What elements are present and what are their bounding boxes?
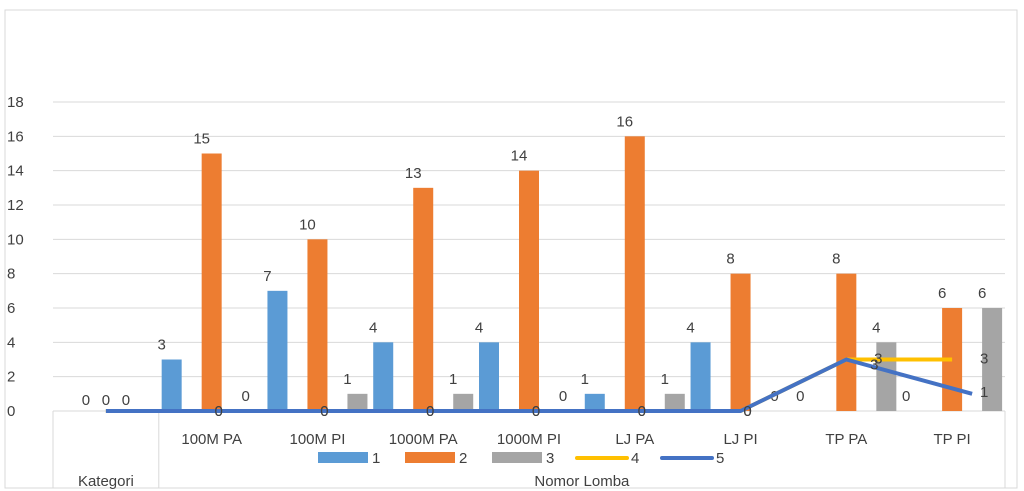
data-label: 3 xyxy=(980,351,988,368)
legend-label: 4 xyxy=(631,450,639,467)
data-label: 0 xyxy=(796,388,804,405)
bar xyxy=(453,393,474,411)
bar xyxy=(584,393,605,411)
data-label: 13 xyxy=(405,165,422,182)
category-group-label: Nomor Lomba xyxy=(534,473,630,490)
bar xyxy=(413,187,434,411)
legend-label: 5 xyxy=(716,450,724,467)
y-tick-label: 0 xyxy=(7,403,15,420)
y-tick-label: 10 xyxy=(7,231,24,248)
data-label: 1 xyxy=(449,371,457,388)
y-tick-label: 18 xyxy=(7,94,24,111)
x-tick-label: TP PA xyxy=(825,431,867,448)
data-label: 4 xyxy=(872,319,880,336)
bar xyxy=(201,153,222,411)
y-tick-label: 4 xyxy=(7,334,15,351)
data-label: 0 xyxy=(102,392,110,409)
bar xyxy=(982,308,1003,411)
data-label: 1 xyxy=(581,371,589,388)
data-label: 1 xyxy=(980,384,988,401)
data-label: 6 xyxy=(978,285,986,302)
y-tick-label: 12 xyxy=(7,197,24,214)
legend-label: 3 xyxy=(546,450,554,467)
bar xyxy=(730,273,751,411)
bar xyxy=(836,273,857,411)
legend-swatch xyxy=(492,452,542,463)
legend-label: 2 xyxy=(459,450,467,467)
data-label: 15 xyxy=(193,131,210,148)
data-label: 1 xyxy=(661,371,669,388)
data-label: 0 xyxy=(532,403,540,420)
data-label: 8 xyxy=(726,251,734,268)
data-label: 16 xyxy=(616,113,633,130)
data-label: 6 xyxy=(938,285,946,302)
chart-border xyxy=(4,9,1018,489)
bar xyxy=(161,359,182,411)
data-label: 4 xyxy=(369,319,377,336)
data-label: 0 xyxy=(122,392,130,409)
data-label: 0 xyxy=(743,403,751,420)
x-tick-label: TP PI xyxy=(933,431,970,448)
data-label: 0 xyxy=(743,403,751,420)
y-tick-label: 2 xyxy=(7,369,15,386)
data-label: 1 xyxy=(343,371,351,388)
bar xyxy=(519,170,539,411)
series-line xyxy=(105,357,973,413)
x-tick-label: 1000M PI xyxy=(497,431,561,448)
category-group-label: Kategori xyxy=(78,473,134,490)
bar xyxy=(307,239,328,411)
y-tick-label: 6 xyxy=(7,300,15,317)
bar xyxy=(267,290,288,411)
x-tick-label: LJ PI xyxy=(723,431,757,448)
bar xyxy=(373,342,394,411)
data-label: 0 xyxy=(214,403,222,420)
data-label: 3 xyxy=(870,357,878,374)
y-tick-label: 16 xyxy=(7,128,24,145)
y-tick-label: 8 xyxy=(7,266,15,283)
data-label: 4 xyxy=(686,319,694,336)
bar xyxy=(624,136,645,412)
legend-swatch xyxy=(405,452,455,463)
x-tick-label: LJ PA xyxy=(615,431,654,448)
data-label: 8 xyxy=(832,251,840,268)
bar xyxy=(479,342,499,411)
legend-label: 1 xyxy=(372,450,380,467)
data-label: 14 xyxy=(511,148,528,165)
legend-swatch xyxy=(318,452,368,463)
x-tick-label: 100M PI xyxy=(290,431,346,448)
data-label: 0 xyxy=(241,388,249,405)
data-label: 3 xyxy=(157,337,165,354)
bar xyxy=(347,393,368,411)
data-label: 0 xyxy=(82,392,90,409)
x-tick-label: 100M PA xyxy=(181,431,242,448)
data-label: 4 xyxy=(475,319,483,336)
data-label: 0 xyxy=(426,403,434,420)
data-label: 0 xyxy=(638,403,646,420)
data-label: 0 xyxy=(320,403,328,420)
data-label: 0 xyxy=(559,388,567,405)
data-label: 7 xyxy=(263,268,271,285)
bar xyxy=(690,342,711,411)
y-tick-label: 14 xyxy=(7,163,24,180)
bar xyxy=(664,393,685,411)
data-label: 3 xyxy=(874,351,882,368)
data-label: 0 xyxy=(902,388,910,405)
x-tick-label: 1000M PA xyxy=(389,431,458,448)
data-label: 10 xyxy=(299,216,316,233)
